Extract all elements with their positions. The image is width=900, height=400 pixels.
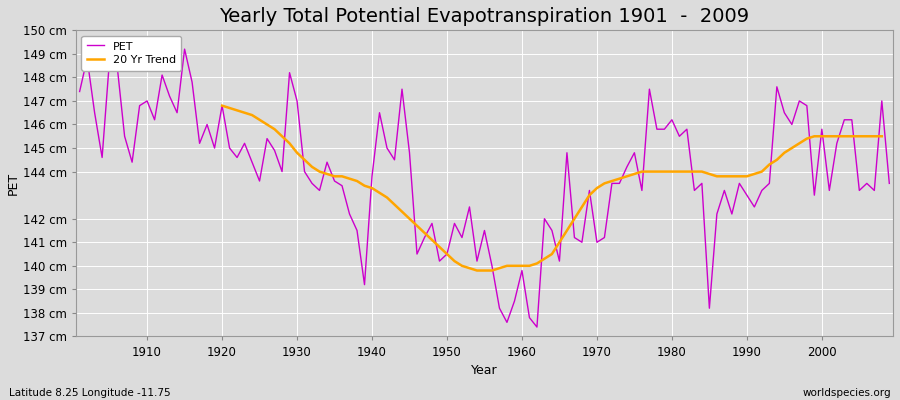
20 Yr Trend	[809, 134, 820, 139]
PET	[179, 47, 190, 52]
Text: worldspecies.org: worldspecies.org	[803, 388, 891, 398]
20 Yr Trend	[217, 103, 228, 108]
20 Yr Trend	[299, 158, 310, 162]
PET	[532, 325, 543, 330]
20 Yr Trend	[472, 268, 482, 273]
PET	[622, 164, 633, 169]
Title: Yearly Total Potential Evapotranspiration 1901  -  2009: Yearly Total Potential Evapotranspiratio…	[220, 7, 750, 26]
PET	[352, 228, 363, 233]
Y-axis label: PET: PET	[7, 172, 20, 195]
PET	[884, 181, 895, 186]
20 Yr Trend	[562, 228, 572, 233]
PET	[517, 268, 527, 273]
20 Yr Trend	[479, 268, 490, 273]
X-axis label: Year: Year	[472, 364, 498, 377]
PET	[74, 89, 85, 94]
PET	[307, 181, 318, 186]
PET	[524, 315, 535, 320]
20 Yr Trend	[877, 134, 887, 139]
Legend: PET, 20 Yr Trend: PET, 20 Yr Trend	[81, 36, 181, 70]
PET	[134, 103, 145, 108]
20 Yr Trend	[352, 179, 363, 184]
Text: Latitude 8.25 Longitude -11.75: Latitude 8.25 Longitude -11.75	[9, 388, 171, 398]
Line: PET: PET	[79, 49, 889, 327]
Line: 20 Yr Trend: 20 Yr Trend	[222, 106, 882, 270]
20 Yr Trend	[284, 141, 295, 146]
